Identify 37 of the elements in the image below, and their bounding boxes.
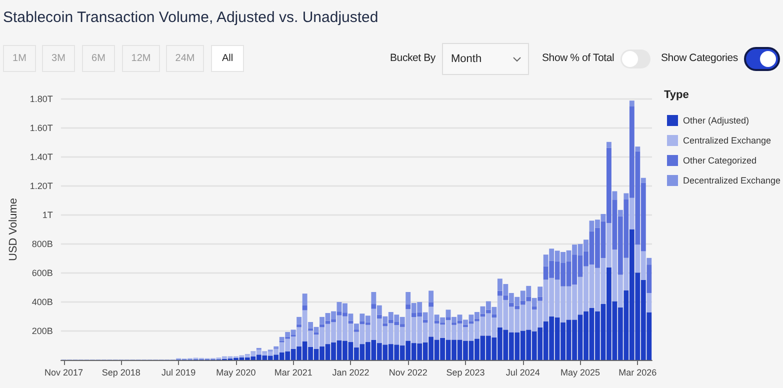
chart-title: Stablecoin Transaction Volume, Adjusted vs. Unadjusted	[3, 9, 378, 26]
text: Bucket By	[390, 52, 436, 64]
y-tick-label: 800B	[32, 239, 53, 249]
text: 1M	[3, 45, 36, 72]
x-tick-label: Jul 2019	[162, 368, 196, 378]
legend-title: Type	[664, 89, 689, 101]
text: Month	[451, 53, 482, 65]
y-tick-label: 1.40T	[30, 152, 54, 162]
text: All	[211, 45, 244, 72]
x-tick-label: Mar 2026	[618, 368, 657, 378]
y-tick-label: 1.60T	[30, 123, 54, 133]
y-tick-label: 600B	[32, 268, 53, 278]
y-tick-label: 1.80T	[30, 94, 54, 104]
x-tick-label: Nov 2017	[44, 368, 84, 378]
legend-label: Other (Adjusted)	[683, 116, 750, 126]
y-tick-label: 200B	[32, 326, 53, 336]
text: 12M	[122, 45, 160, 72]
legend-label: Other Categorized	[683, 156, 757, 166]
legend-label: Centralized Exchange	[683, 136, 772, 146]
x-tick-label: Sep 2023	[446, 368, 485, 378]
y-axis-title: USD Volume	[8, 198, 20, 261]
y-tick-label: 1T	[42, 210, 54, 220]
text: 24M	[166, 45, 204, 72]
x-tick-label: Jan 2022	[332, 368, 370, 378]
x-tick-label: Mar 2021	[274, 368, 312, 378]
legend-label: Decentralized Exchange	[683, 176, 781, 186]
text: Show Categories	[661, 52, 738, 64]
text: 6M	[82, 45, 115, 72]
x-tick-label: Jul 2024	[506, 368, 540, 378]
x-tick-label: May 2020	[216, 368, 256, 378]
x-tick-label: May 2025	[560, 368, 600, 378]
y-tick-label: 1.20T	[30, 181, 54, 191]
x-tick-label: Sep 2018	[102, 368, 140, 378]
text: 3M	[42, 45, 75, 72]
text: Show % of Total	[542, 52, 614, 64]
y-tick-label: 400B	[32, 297, 53, 307]
x-tick-label: Nov 2022	[388, 368, 428, 378]
